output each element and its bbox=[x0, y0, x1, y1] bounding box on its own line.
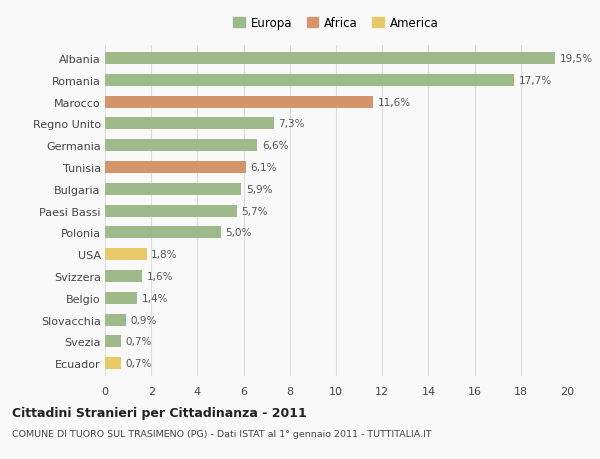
Text: COMUNE DI TUORO SUL TRASIMENO (PG) - Dati ISTAT al 1° gennaio 2011 - TUTTITALIA.: COMUNE DI TUORO SUL TRASIMENO (PG) - Dat… bbox=[12, 429, 431, 438]
Bar bbox=[105, 249, 146, 261]
Bar bbox=[105, 118, 274, 130]
Text: 1,8%: 1,8% bbox=[151, 250, 178, 260]
Bar bbox=[105, 292, 137, 304]
Bar bbox=[105, 227, 221, 239]
Text: 5,0%: 5,0% bbox=[225, 228, 251, 238]
Text: 0,9%: 0,9% bbox=[130, 315, 157, 325]
Bar bbox=[105, 205, 236, 217]
Text: 0,7%: 0,7% bbox=[126, 358, 152, 368]
Legend: Europa, Africa, America: Europa, Africa, America bbox=[229, 12, 443, 34]
Text: 19,5%: 19,5% bbox=[560, 54, 593, 64]
Bar bbox=[105, 53, 556, 65]
Text: 7,3%: 7,3% bbox=[278, 119, 305, 129]
Text: 5,7%: 5,7% bbox=[241, 206, 268, 216]
Text: 6,1%: 6,1% bbox=[251, 162, 277, 173]
Bar bbox=[105, 314, 126, 326]
Text: Cittadini Stranieri per Cittadinanza - 2011: Cittadini Stranieri per Cittadinanza - 2… bbox=[12, 406, 307, 419]
Bar bbox=[105, 162, 246, 174]
Text: 1,4%: 1,4% bbox=[142, 293, 169, 303]
Text: 5,9%: 5,9% bbox=[246, 185, 272, 195]
Bar bbox=[105, 336, 121, 347]
Bar bbox=[105, 75, 514, 87]
Text: 6,6%: 6,6% bbox=[262, 141, 289, 151]
Text: 11,6%: 11,6% bbox=[377, 97, 411, 107]
Text: 0,7%: 0,7% bbox=[126, 336, 152, 347]
Bar bbox=[105, 96, 373, 108]
Bar bbox=[105, 358, 121, 369]
Bar bbox=[105, 184, 241, 196]
Text: 1,6%: 1,6% bbox=[146, 271, 173, 281]
Bar bbox=[105, 270, 142, 282]
Bar bbox=[105, 140, 257, 152]
Text: 17,7%: 17,7% bbox=[518, 76, 551, 86]
